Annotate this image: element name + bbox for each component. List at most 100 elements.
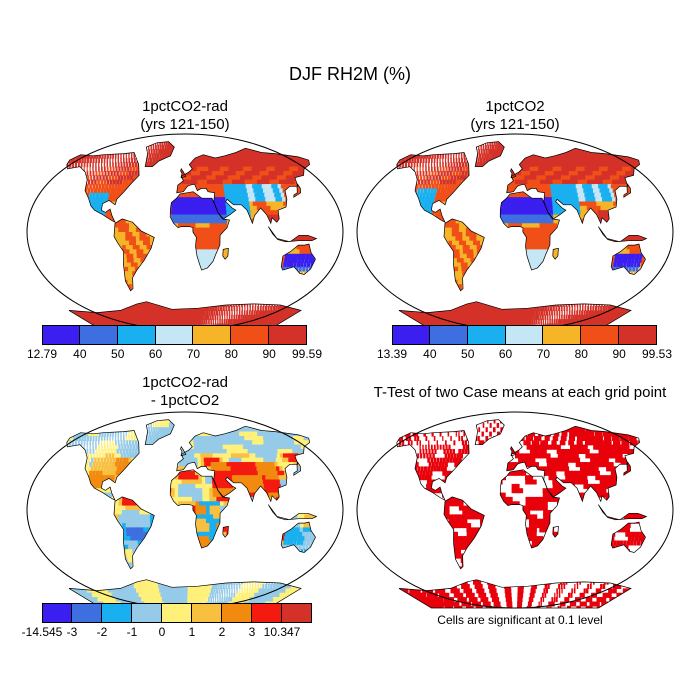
panel-3-title: 1pctCO2-rad - 1pctCO2: [25, 374, 345, 410]
colorbar-tick-label: -3: [66, 625, 78, 639]
colorbar-tick-label: -2: [96, 625, 108, 639]
coastline: [293, 461, 301, 476]
colorbar-swatch: [392, 325, 430, 345]
coastline: [510, 446, 517, 457]
colorbar-swatch: [155, 325, 194, 345]
coastline: [280, 243, 316, 275]
panel-1-title: 1pctCO2-rad (yrs 121-150): [25, 98, 345, 134]
coastline: [267, 504, 318, 521]
colorbar-swatch: [79, 325, 118, 345]
coastline: [623, 461, 631, 476]
colorbar-tick-label: 50: [111, 347, 125, 361]
coastline: [398, 579, 632, 609]
colorbar-tick-label: -14.545: [21, 625, 63, 639]
colorbar-swatch: [231, 325, 270, 345]
coastline: [66, 430, 140, 501]
colorbar-tick-label: 50: [461, 347, 475, 361]
coastline: [396, 430, 470, 501]
colorbar-tick-label: 1: [188, 625, 196, 639]
map-frame: [356, 411, 674, 609]
colorbar-tick-label: 99.53: [641, 347, 673, 361]
colorbar-swatch: [162, 603, 192, 623]
colorbar-swatch: [42, 603, 72, 623]
coastline: [552, 525, 559, 538]
coastline: [499, 191, 560, 271]
coastline: [396, 152, 470, 223]
coastline: [113, 218, 155, 292]
coastline: [443, 218, 485, 292]
colorbar-tick-label: -1: [126, 625, 138, 639]
coastline: [610, 243, 646, 275]
coastline: [176, 147, 310, 225]
colorbar-panel-3: -14.545 -3 -2 -1 0 1 2 3 10.347: [22, 603, 312, 643]
colorbar-tick-label: 3: [248, 625, 256, 639]
coastline: [180, 446, 187, 457]
panel-2-title: 1pctCO2 (yrs 121-150): [355, 98, 675, 134]
colorbar-tick-label: 13.39: [376, 347, 408, 361]
colorbar-panel-1: 12.79 40 50 60 70 80 90 99.59: [27, 325, 322, 365]
colorbar-tick-label: 99.59: [291, 347, 323, 361]
colorbar-swatch: [252, 603, 282, 623]
coastline: [169, 191, 230, 271]
coastline: [552, 247, 559, 260]
coastline: [443, 496, 485, 570]
colorbar-tick-label: 12.79: [26, 347, 58, 361]
coastline: [222, 525, 229, 538]
coastline: [176, 425, 310, 503]
colorbar-tick-label: 80: [224, 347, 238, 361]
coastline: [169, 469, 230, 549]
coastline: [597, 504, 648, 521]
coastline: [510, 168, 517, 179]
colorbar-tick-label: 40: [73, 347, 87, 361]
colorbar-swatch: [581, 325, 620, 345]
significance-note: Cells are significant at 0.1 level: [437, 613, 603, 627]
colorbar-swatch: [269, 325, 307, 345]
colorbar-tick-label: 90: [262, 347, 276, 361]
colorbar-panel-2: 13.39 40 50 60 70 80 90 99.53: [377, 325, 672, 365]
colorbar-tick-label: 40: [423, 347, 437, 361]
colorbar-tick-label: 70: [186, 347, 201, 361]
colorbar-swatch: [282, 603, 312, 623]
colorbar-tick-label: 90: [612, 347, 626, 361]
panel-4-title-line1: T-Test of two Case means at each grid po…: [373, 384, 667, 401]
coastline: [610, 521, 646, 553]
figure-title: DJF RH2M (%): [289, 64, 411, 84]
colorbar-swatch: [72, 603, 102, 623]
colorbar-tick-label: 2: [218, 625, 226, 639]
coastline: [180, 168, 187, 179]
coastline: [222, 247, 229, 260]
coastline: [474, 419, 505, 446]
coastline: [499, 469, 560, 549]
colorbar-swatch: [42, 325, 80, 345]
colorbar-swatch: [619, 325, 657, 345]
panel-2-title-line2: (yrs 121-150): [470, 116, 560, 133]
panel-1-title-line1: 1pctCO2-rad: [142, 98, 228, 115]
colorbar-tick-label: 60: [148, 347, 163, 361]
colorbar-tick-label: 0: [158, 625, 166, 639]
map-panel-1: [26, 133, 344, 331]
panel-2-title-line1: 1pctCO2: [485, 98, 545, 115]
panel-1-title-line2: (yrs 121-150): [140, 116, 230, 133]
panel-4-title: T-Test of two Case means at each grid po…: [355, 384, 685, 402]
colorbar-tick-label: 10.347: [263, 625, 301, 639]
colorbar-swatch: [192, 603, 222, 623]
colorbar-swatch: [102, 603, 132, 623]
map-panel-2: [356, 133, 674, 331]
colorbar-tick-label: 70: [536, 347, 551, 361]
colorbar-swatch: [505, 325, 544, 345]
coastline: [66, 152, 140, 223]
map-panel-4: [356, 411, 674, 609]
map-panel-3: [26, 411, 344, 609]
coastline: [113, 496, 155, 570]
coastline: [293, 183, 301, 198]
coastline: [267, 226, 318, 243]
colorbar-swatch: [117, 325, 156, 345]
colorbar-tick-label: 60: [498, 347, 513, 361]
coastline: [144, 419, 175, 446]
colorbar-swatch: [429, 325, 468, 345]
coastline: [506, 425, 640, 503]
colorbar-swatch: [132, 603, 162, 623]
coastline: [280, 521, 316, 553]
coastline: [506, 147, 640, 225]
coastline: [474, 141, 505, 168]
